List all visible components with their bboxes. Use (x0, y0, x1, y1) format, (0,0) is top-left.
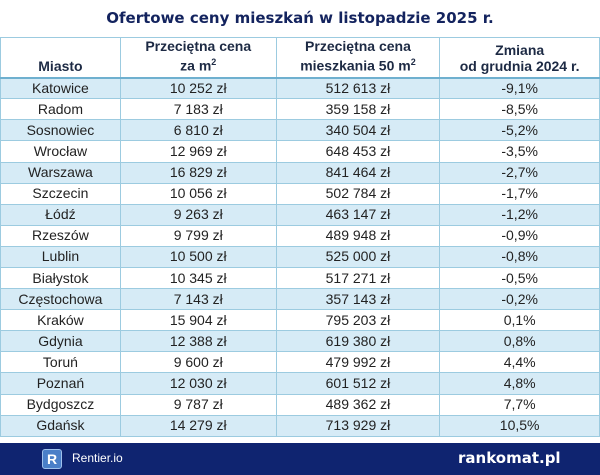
rentier-brand: Rentier.io (72, 451, 123, 465)
table-row: Szczecin 10 056 zł 502 784 zł -1,7% (0, 182, 600, 205)
table-row: Poznań 12 030 zł 601 512 zł 4,8% (0, 372, 600, 395)
cell-price-m2: 7 143 zł (119, 288, 277, 311)
rentier-logo-icon: R (42, 449, 62, 469)
cell-change: -1,2% (439, 203, 600, 226)
cell-city: Katowice (0, 77, 121, 100)
table-row: Częstochowa 7 143 zł 357 143 zł -0,2% (0, 288, 600, 311)
table-row: Kraków 15 904 zł 795 203 zł 0,1% (0, 309, 600, 332)
cell-price-50m2: 502 784 zł (275, 182, 441, 205)
cell-change: -1,7% (439, 182, 600, 205)
cell-price-m2: 12 030 zł (119, 372, 277, 395)
cell-price-50m2: 489 948 zł (275, 224, 441, 247)
cell-price-50m2: 619 380 zł (275, 330, 441, 353)
cell-city: Kraków (0, 309, 121, 332)
cell-city: Częstochowa (0, 288, 121, 311)
cell-price-m2: 15 904 zł (119, 309, 277, 332)
cell-city: Toruń (0, 351, 121, 374)
cell-price-50m2: 357 143 zł (275, 288, 441, 311)
cell-price-50m2: 713 929 zł (275, 414, 441, 437)
cell-change: 10,5% (439, 414, 600, 437)
cell-price-m2: 7 183 zł (119, 98, 277, 121)
cell-change: -0,8% (439, 245, 600, 269)
cell-change: -3,5% (439, 140, 600, 163)
cell-city: Gdynia (0, 330, 121, 353)
cell-change: 4,8% (439, 372, 600, 395)
cell-change: -5,2% (439, 119, 600, 142)
table-row: Radom 7 183 zł 359 158 zł -8,5% (0, 98, 600, 121)
cell-price-50m2: 601 512 zł (275, 372, 441, 395)
cell-price-50m2: 359 158 zł (275, 98, 441, 121)
cell-city: Białystok (0, 266, 121, 290)
table-row: Gdańsk 14 279 zł 713 929 zł 10,5% (0, 414, 600, 437)
cell-price-50m2: 795 203 zł (275, 309, 441, 332)
table-row: Gdynia 12 388 zł 619 380 zł 0,8% (0, 330, 600, 353)
table-row: Rzeszów 9 799 zł 489 948 zł -0,9% (0, 224, 600, 247)
cell-change: -0,5% (439, 266, 600, 290)
table-row: Białystok 10 345 zł 517 271 zł -0,5% (0, 266, 600, 290)
cell-price-m2: 6 810 zł (119, 119, 277, 142)
cell-city: Warszawa (0, 161, 121, 184)
cell-price-m2: 10 252 zł (119, 77, 277, 100)
cell-city: Szczecin (0, 182, 121, 205)
cell-change: 7,7% (439, 393, 600, 416)
cell-price-m2: 10 500 zł (119, 245, 277, 269)
header-change: Zmiana od grudnia 2024 r. (439, 36, 600, 79)
cell-price-50m2: 525 000 zł (275, 245, 441, 269)
cell-city: Sosnowiec (0, 119, 121, 142)
cell-city: Bydgoszcz (0, 393, 121, 416)
cell-change: -8,5% (439, 98, 600, 121)
cell-price-50m2: 489 362 zł (275, 393, 441, 416)
cell-city: Lublin (0, 245, 121, 269)
cell-city: Wrocław (0, 140, 121, 163)
cell-price-m2: 10 345 zł (119, 266, 277, 290)
header-price-50m2: Przeciętna cena mieszkania 50 m2 (275, 36, 441, 79)
cell-price-50m2: 463 147 zł (275, 203, 441, 226)
table-row: Wrocław 12 969 zł 648 453 zł -3,5% (0, 140, 600, 163)
cell-change: -0,9% (439, 224, 600, 247)
cell-change: -2,7% (439, 161, 600, 184)
cell-price-50m2: 648 453 zł (275, 140, 441, 163)
cell-price-50m2: 479 992 zł (275, 351, 441, 374)
cell-price-m2: 12 969 zł (119, 140, 277, 163)
rankomat-logo: rankomat.pl (458, 449, 561, 467)
cell-price-m2: 9 263 zł (119, 203, 277, 226)
cell-change: -0,2% (439, 288, 600, 311)
table-row: Katowice 10 252 zł 512 613 zł -9,1% (0, 77, 600, 100)
cell-city: Rzeszów (0, 224, 121, 247)
cell-price-m2: 9 787 zł (119, 393, 277, 416)
table-row: Łódź 9 263 zł 463 147 zł -1,2% (0, 203, 600, 226)
cell-price-50m2: 512 613 zł (275, 77, 441, 100)
header-city: Miasto (0, 36, 121, 79)
cell-price-m2: 14 279 zł (119, 414, 277, 437)
cell-price-m2: 12 388 zł (119, 330, 277, 353)
table-row: Bydgoszcz 9 787 zł 489 362 zł 7,7% (0, 393, 600, 416)
cell-change: -9,1% (439, 77, 600, 100)
table-header: Miasto Przeciętna cena za m2 Przeciętna c… (0, 36, 600, 79)
table-row: Warszawa 16 829 zł 841 464 zł -2,7% (0, 161, 600, 184)
table-row: Lublin 10 500 zł 525 000 zł -0,8% (0, 245, 600, 269)
cell-price-m2: 10 056 zł (119, 182, 277, 205)
cell-change: 0,8% (439, 330, 600, 353)
cell-price-m2: 16 829 zł (119, 161, 277, 184)
cell-price-50m2: 841 464 zł (275, 161, 441, 184)
cell-price-m2: 9 600 zł (119, 351, 277, 374)
footer: R Rentier.io rankomat.pl (0, 443, 600, 475)
cell-city: Radom (0, 98, 121, 121)
cell-change: 4,4% (439, 351, 600, 374)
table-row: Sosnowiec 6 810 zł 340 504 zł -5,2% (0, 119, 600, 142)
page-title: Ofertowe ceny mieszkań w listopadzie 202… (106, 9, 494, 27)
header-price-m2: Przeciętna cena za m2 (119, 36, 277, 79)
price-table: Miasto Przeciętna cena za m2 Przeciętna c… (0, 36, 600, 437)
cell-price-50m2: 340 504 zł (275, 119, 441, 142)
cell-price-50m2: 517 271 zł (275, 266, 441, 290)
cell-change: 0,1% (439, 309, 600, 332)
cell-city: Gdańsk (0, 414, 121, 437)
cell-city: Poznań (0, 372, 121, 395)
cell-price-m2: 9 799 zł (119, 224, 277, 247)
cell-city: Łódź (0, 203, 121, 226)
table-row: Toruń 9 600 zł 479 992 zł 4,4% (0, 351, 600, 374)
